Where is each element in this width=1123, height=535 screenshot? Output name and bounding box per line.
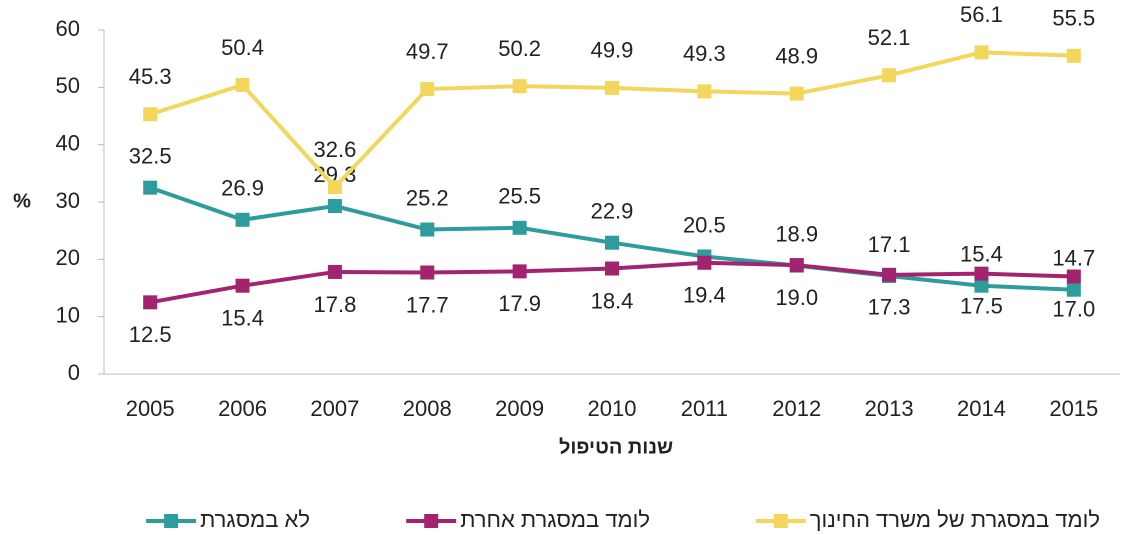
x-tick-label: 2012 — [772, 396, 821, 421]
data-label: 17.0 — [1052, 296, 1095, 321]
point-marker — [974, 278, 989, 293]
x-tick-label: 2010 — [588, 396, 637, 421]
point-marker — [235, 212, 250, 227]
x-axis-label: שנות הטיפול — [559, 436, 673, 458]
data-label: 14.7 — [1052, 246, 1095, 271]
data-label: 17.7 — [406, 292, 449, 317]
point-marker — [327, 264, 342, 279]
point-marker — [327, 180, 342, 195]
x-tick-label: 2014 — [957, 396, 1006, 421]
point-marker — [420, 222, 435, 237]
point-marker — [605, 80, 619, 95]
point-marker — [143, 107, 158, 122]
data-label: 50.2 — [498, 36, 541, 61]
data-label: 32.5 — [129, 143, 172, 168]
point-marker — [789, 86, 804, 101]
point-marker — [974, 266, 989, 281]
data-label: 49.7 — [406, 39, 449, 64]
point-marker — [697, 84, 712, 99]
legend-label: לומד במסגרת אחרת — [460, 507, 650, 532]
point-marker — [235, 278, 250, 293]
data-label: 17.8 — [313, 292, 356, 317]
point-marker — [143, 180, 158, 195]
point-marker — [697, 255, 712, 270]
point-marker — [789, 258, 804, 273]
data-label: 26.9 — [221, 176, 264, 201]
data-label: 17.1 — [868, 232, 911, 257]
y-tick-label: 10 — [56, 302, 80, 327]
x-tick-label: 2005 — [126, 396, 175, 421]
y-axis-label: % — [13, 190, 31, 212]
legend-marker — [164, 514, 179, 528]
data-label: 17.5 — [960, 293, 1003, 318]
legend-marker — [773, 514, 788, 528]
y-tick-label: 50 — [56, 73, 80, 98]
point-marker — [512, 220, 527, 235]
point-marker — [882, 68, 897, 83]
point-marker — [420, 265, 435, 280]
x-tick-label: 2015 — [1049, 396, 1098, 421]
x-tick-label: 2007 — [310, 396, 359, 421]
point-marker — [605, 261, 619, 276]
point-marker — [1066, 48, 1081, 63]
point-marker — [1066, 282, 1081, 297]
y-tick-label: 0 — [68, 360, 80, 385]
data-label: 56.1 — [960, 2, 1003, 27]
data-label: 12.5 — [129, 322, 172, 347]
data-label: 52.1 — [868, 25, 911, 50]
data-label: 19.4 — [683, 283, 726, 308]
x-tick-label: 2011 — [681, 396, 728, 421]
data-label: 55.5 — [1052, 6, 1095, 31]
point-marker — [512, 79, 527, 94]
data-label: 17.3 — [868, 295, 911, 320]
data-label: 15.4 — [221, 306, 264, 331]
data-label: 25.5 — [498, 184, 541, 209]
data-label: 49.9 — [591, 38, 634, 63]
point-marker — [235, 78, 250, 93]
legend-label: לומד במסגרת של משרד החינוך — [810, 507, 1100, 532]
point-marker — [327, 199, 342, 214]
data-label: 22.9 — [591, 199, 634, 224]
series-line — [149, 50, 1074, 191]
point-marker — [420, 82, 435, 97]
x-tick-label: 2008 — [403, 396, 452, 421]
point-marker — [143, 295, 158, 310]
data-label: 18.4 — [591, 288, 634, 313]
x-tick-label: 2013 — [865, 396, 914, 421]
data-label: 18.9 — [775, 221, 818, 246]
data-label: 48.9 — [775, 43, 818, 68]
point-marker — [605, 235, 619, 250]
x-tick-label: 2009 — [495, 396, 544, 421]
data-label: 20.5 — [683, 212, 726, 237]
point-marker — [512, 264, 527, 279]
point-marker — [974, 45, 989, 60]
y-tick-label: 40 — [56, 130, 80, 155]
y-tick-label: 60 — [56, 16, 80, 41]
y-tick-label: 30 — [56, 188, 80, 213]
legend-marker — [424, 514, 439, 528]
data-label: 45.3 — [129, 64, 172, 89]
data-label: 19.0 — [775, 285, 818, 310]
y-tick-label: 20 — [56, 245, 80, 270]
x-tick-label: 2006 — [218, 396, 267, 421]
data-label: 17.9 — [498, 291, 541, 316]
data-label: 50.4 — [221, 35, 264, 60]
point-marker — [1066, 269, 1081, 284]
data-label: 25.2 — [406, 185, 449, 210]
point-marker — [882, 267, 897, 282]
data-label: 32.6 — [313, 137, 356, 162]
legend-label: לא במסגרת — [200, 507, 310, 532]
data-label: 15.4 — [960, 242, 1003, 267]
data-label: 49.3 — [683, 41, 726, 66]
